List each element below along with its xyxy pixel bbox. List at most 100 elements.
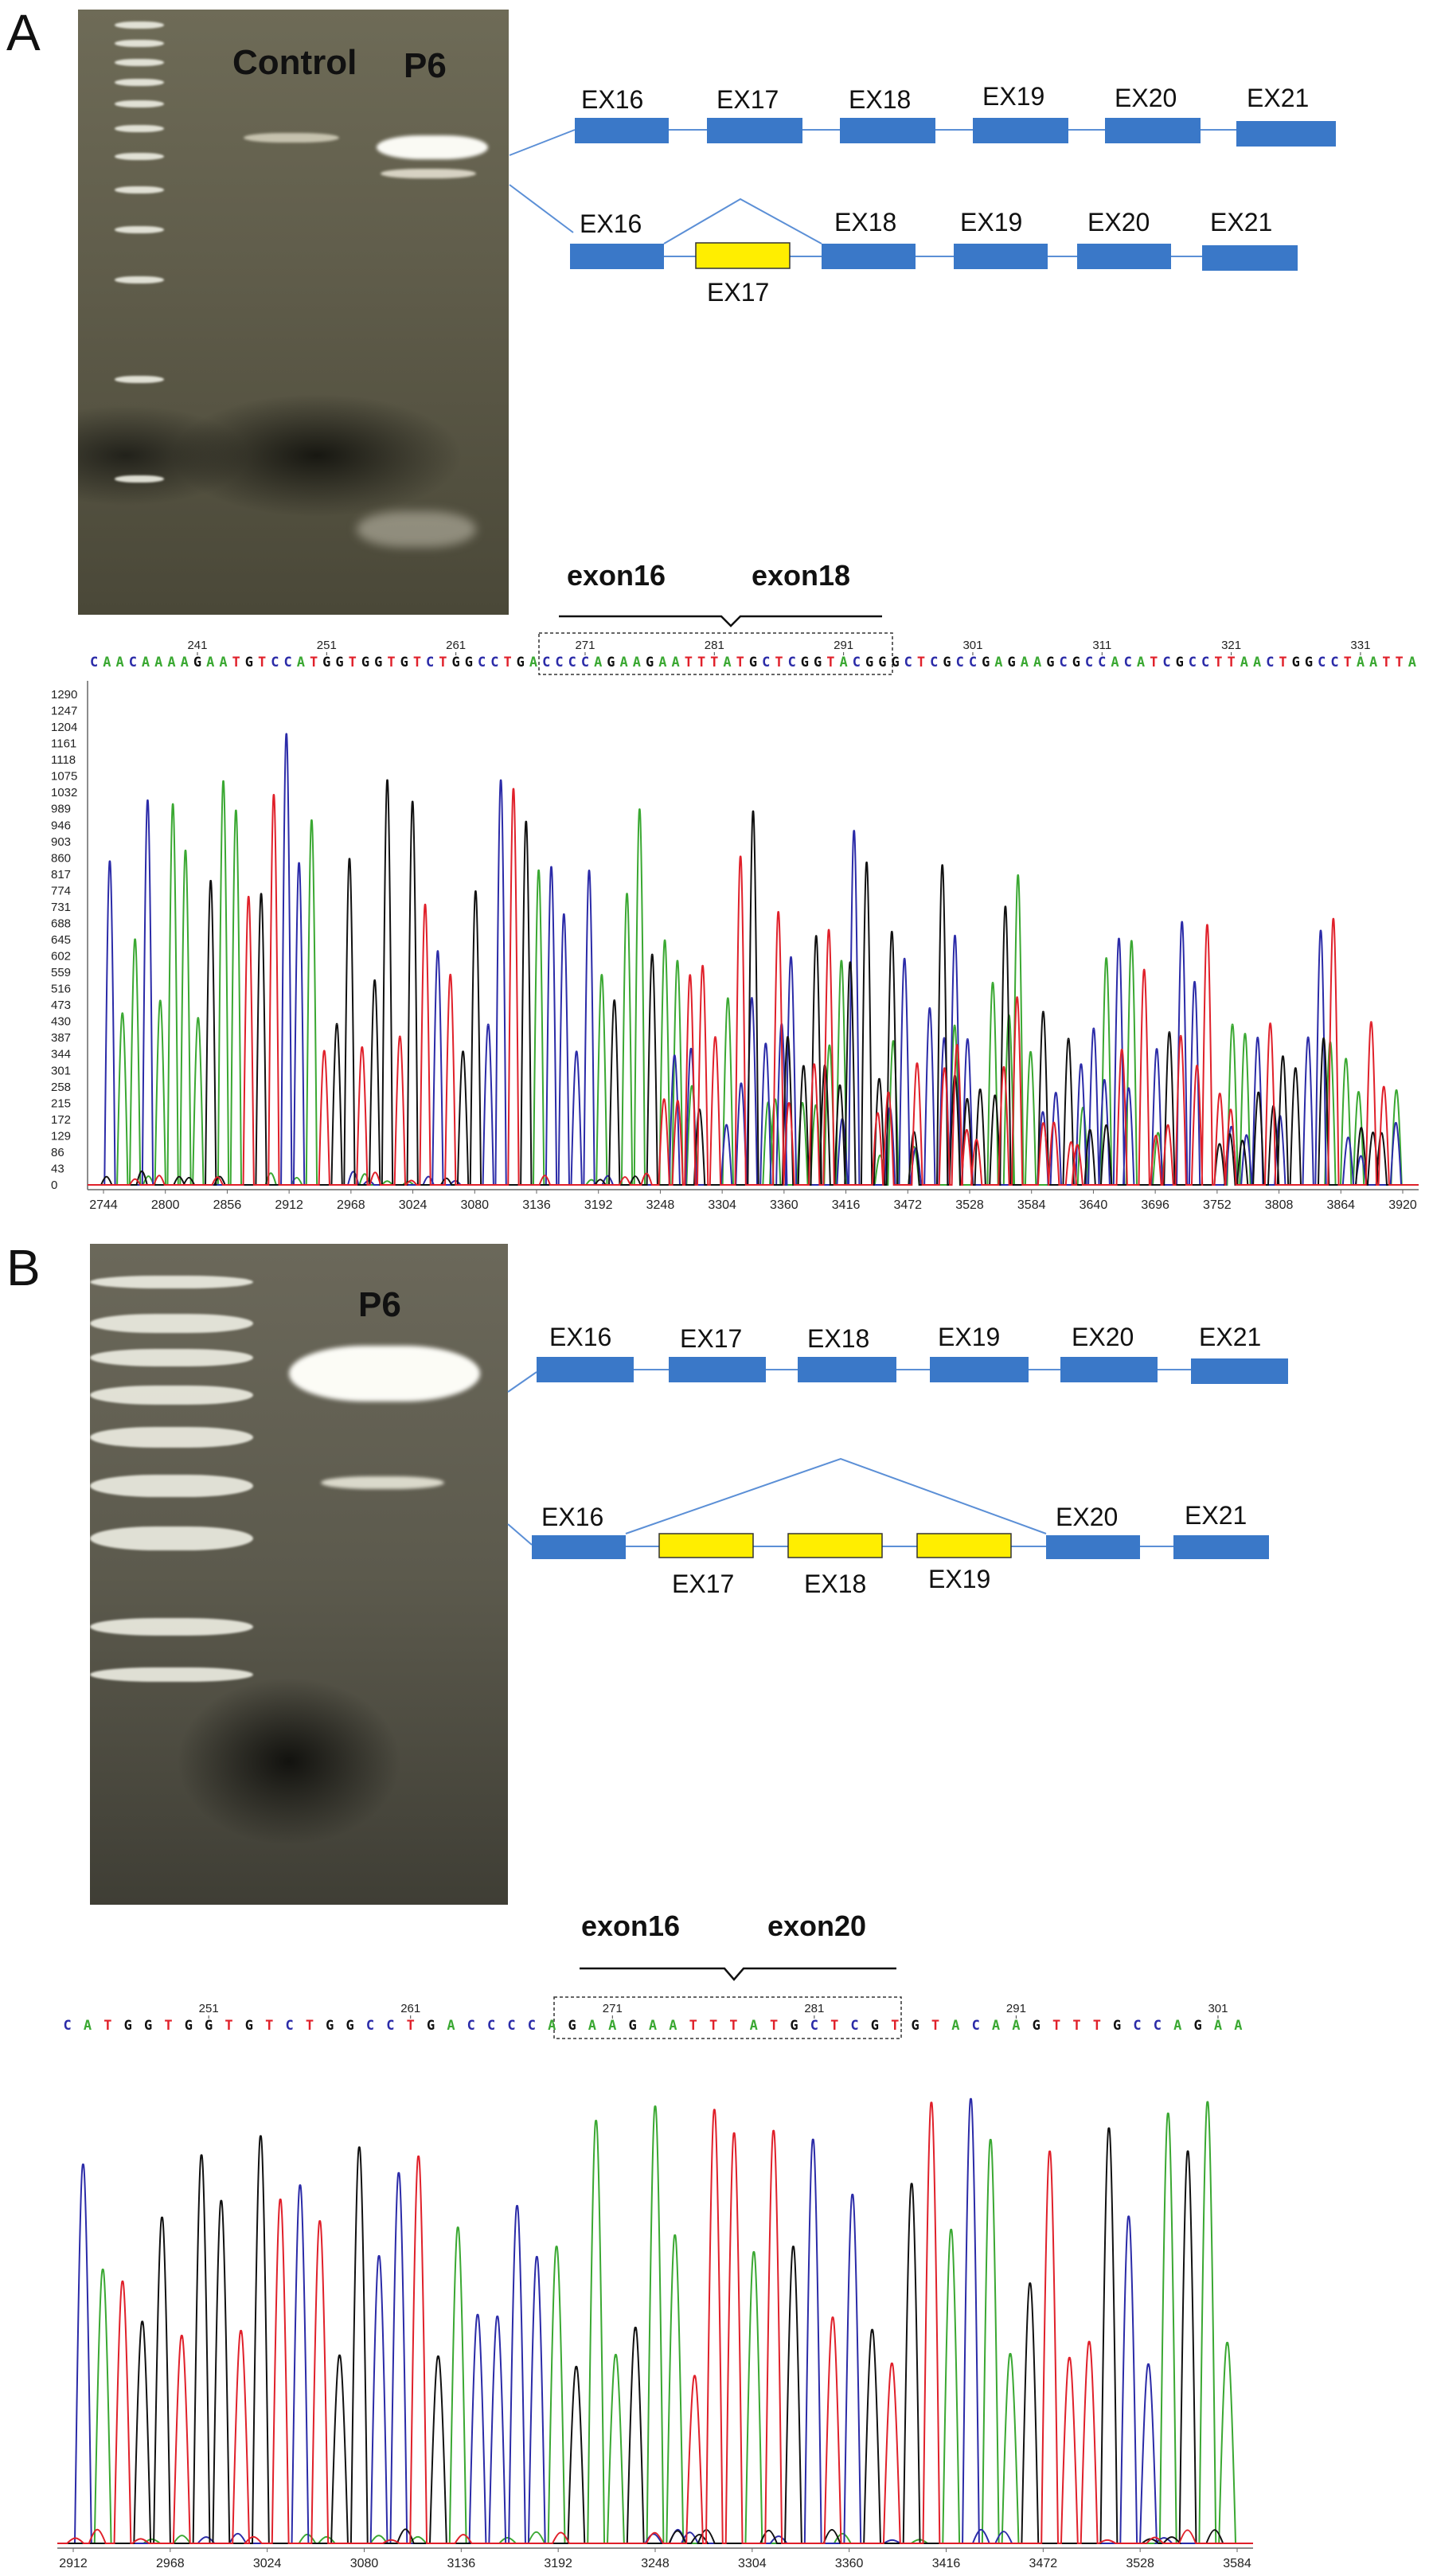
sequence-base: C — [956, 655, 964, 670]
panel-letter-a: A — [6, 4, 41, 61]
sequence-base: A — [994, 655, 1002, 670]
sequence-base: A — [608, 2018, 616, 2034]
y-tick-label: 1161 — [51, 737, 76, 751]
sequence-base: A — [594, 655, 602, 670]
sequence-base: A — [750, 2018, 758, 2034]
sequence-base: G — [452, 655, 460, 670]
exon-label: EX19 — [960, 208, 1022, 236]
exon-box — [930, 1357, 1029, 1382]
position-label: 281 — [804, 2002, 824, 2015]
y-tick-label: 1247 — [51, 705, 77, 718]
sequence-base: T — [265, 2018, 273, 2034]
sequence-base: A — [206, 655, 214, 670]
x-tick-label: 3248 — [641, 2557, 670, 2570]
sequence-base: A — [620, 655, 628, 670]
position-label: 291 — [1006, 2002, 1026, 2015]
sequence-base: G — [943, 655, 951, 670]
sequence-base: C — [129, 655, 137, 670]
y-tick-label: 688 — [51, 917, 71, 930]
y-tick-label: 215 — [51, 1096, 71, 1110]
sequence-base: C — [1189, 655, 1197, 670]
x-tick-label: 3920 — [1388, 1198, 1417, 1212]
position-label: 261 — [400, 2002, 420, 2015]
x-tick-label: 3584 — [1223, 2557, 1251, 2570]
sequence-base: G — [790, 2018, 798, 2034]
x-tick-label: 3808 — [1265, 1198, 1294, 1212]
x-tick-label: 3136 — [522, 1198, 551, 1212]
x-tick-label: 3080 — [460, 1198, 489, 1212]
exon-box — [1077, 244, 1171, 269]
sequence-base: C — [568, 655, 576, 670]
sequence-base: G — [891, 655, 899, 670]
x-tick-label: 3304 — [738, 2557, 767, 2570]
sequence-base: G — [1033, 2018, 1041, 2034]
exon-box — [532, 1535, 626, 1559]
sequence-base: G — [205, 2018, 213, 2034]
sequence-base: C — [507, 2018, 515, 2034]
sequence-base: C — [64, 2018, 72, 2034]
x-tick-label: 3472 — [1029, 2557, 1058, 2570]
sequence-base: G — [1113, 2018, 1121, 2034]
exon-label: EX19 — [938, 1323, 1000, 1351]
exon-label: EX21 — [1199, 1323, 1261, 1351]
trace-T — [57, 2101, 1253, 2544]
sequence-base: G — [245, 655, 253, 670]
junction-label-right: exon18 — [752, 559, 851, 592]
exon-box — [1046, 1535, 1140, 1559]
skipped-exon-box — [695, 242, 791, 269]
sequence-base: C — [1162, 655, 1170, 670]
y-tick-label: 258 — [51, 1081, 71, 1094]
sequence-base: G — [427, 2018, 435, 2034]
sequence-base: G — [801, 655, 809, 670]
sequence-base: T — [306, 2018, 314, 2034]
sequence-base: C — [285, 2018, 293, 2034]
exon-label: EX17 — [680, 1324, 742, 1353]
x-tick-label: 2744 — [89, 1198, 118, 1212]
sequence-base: C — [366, 2018, 374, 2034]
sequence-base: A — [633, 655, 641, 670]
sequence-base: G — [193, 655, 201, 670]
y-tick-label: 1290 — [51, 688, 77, 702]
y-tick-label: 645 — [51, 933, 71, 947]
sequence-base: C — [810, 2018, 818, 2034]
sequence-base: C — [581, 655, 589, 670]
sequence-base: T — [1214, 655, 1222, 670]
sequence-base: G — [1046, 655, 1054, 670]
sequence-base: T — [164, 2018, 172, 2034]
sequence-base: T — [232, 655, 240, 670]
sequence-base: A — [658, 655, 666, 670]
sequence-base: T — [710, 655, 718, 670]
sequence-base: G — [912, 2018, 919, 2034]
trace-G — [57, 2127, 1253, 2544]
exon-label: EX17 — [716, 85, 779, 114]
sequence-base: C — [386, 2018, 394, 2034]
x-tick-label: 3248 — [646, 1198, 675, 1212]
x-tick-label: 3360 — [835, 2557, 864, 2570]
sequence-base: C — [1085, 655, 1093, 670]
position-label: 251 — [199, 2002, 219, 2015]
sequence-base: G — [322, 655, 330, 670]
sequence-base: T — [225, 2018, 232, 2034]
exon-box — [840, 118, 935, 143]
exon-box — [1173, 1535, 1269, 1559]
y-tick-label: 602 — [51, 950, 71, 964]
x-tick-label: 3416 — [832, 1198, 861, 1212]
sequence-base: G — [335, 655, 343, 670]
sequence-base: A — [1408, 655, 1416, 670]
sequence-base: C — [1318, 655, 1326, 670]
exon-label: EX18 — [849, 85, 911, 114]
sequence-base: C — [853, 655, 861, 670]
sequence-base: A — [103, 655, 111, 670]
sequence-base: T — [917, 655, 925, 670]
sequence-base: T — [1382, 655, 1390, 670]
x-tick-label: 2912 — [275, 1198, 303, 1212]
sequence-base: A — [588, 2018, 596, 2034]
y-tick-label: 301 — [51, 1064, 71, 1077]
sequence-base: A — [649, 2018, 657, 2034]
skipped-exon-box — [658, 1533, 754, 1558]
exon-label: EX18 — [807, 1324, 869, 1353]
sequence-base: C — [1133, 2018, 1141, 2034]
exon-label: EX16 — [541, 1503, 603, 1531]
exon-label: EX16 — [580, 209, 642, 238]
